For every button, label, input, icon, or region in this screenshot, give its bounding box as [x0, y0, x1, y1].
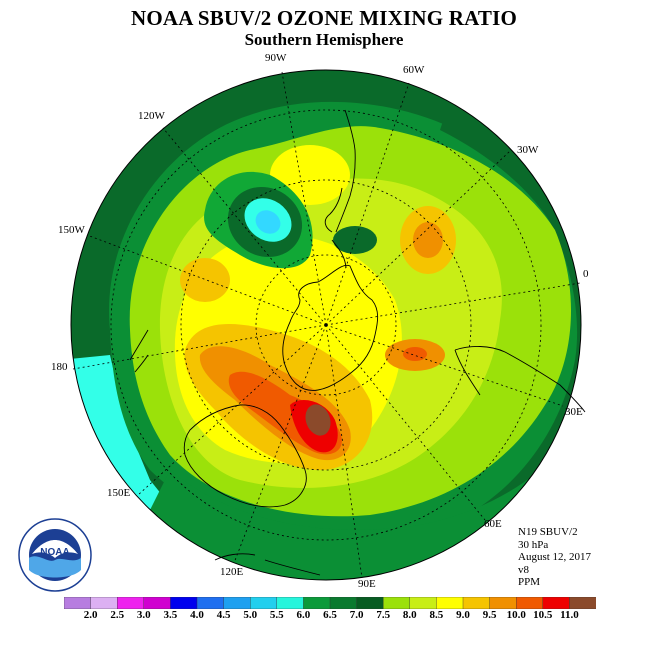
info-block: N19 SBUV/2 30 hPa August 12, 2017 v8 PPM	[518, 526, 591, 589]
lon-label-120w: 120W	[138, 110, 166, 122]
field-orange-patch-north	[413, 222, 443, 258]
colorbar-swatch	[303, 597, 331, 609]
field-red-patch-east	[403, 347, 427, 361]
lon-label-60e: 60E	[484, 518, 502, 530]
noaa-logo-text: NOAA	[40, 547, 69, 558]
lon-label-180: 180	[51, 361, 68, 373]
lon-label-150e: 150E	[107, 487, 131, 499]
colorbar-tick-label: 11.0	[560, 609, 579, 621]
noaa-logo: NOAA	[18, 518, 92, 592]
colorbar-tick-label: 7.5	[376, 609, 391, 621]
colorbar-swatch	[223, 597, 251, 609]
ozone-field	[71, 70, 581, 580]
meridian-60e	[325, 324, 486, 521]
field-gold-patch-west	[180, 258, 230, 302]
colorbar-swatch	[569, 597, 596, 609]
meridian-150e	[137, 324, 327, 496]
colorbar-swatch	[117, 597, 145, 609]
colorbar-labels: 2.0 2.5 3.0 3.5 4.0 4.5 5.0 5.5 6.0 6.5 7.0 7.5 8.0 8…	[0, 609, 648, 623]
colorbar-swatch	[90, 597, 118, 609]
colorbar-swatch	[409, 597, 438, 609]
colorbar-tick-label: 10.0	[506, 609, 526, 621]
colorbar-swatch	[356, 597, 384, 609]
colorbar-tick-label: 4.0	[190, 609, 204, 621]
colorbar-swatch	[64, 597, 92, 609]
colorbar-tick-label: 2.0	[83, 609, 98, 621]
field-dark-green-patch	[333, 226, 377, 254]
lon-label-30w: 30W	[517, 144, 539, 156]
colorbar-tick-label: 5.0	[243, 609, 258, 621]
colorbar-swatch	[170, 597, 198, 609]
south-america-coastline	[324, 109, 356, 233]
colorbar-tick-label: 3.5	[163, 609, 178, 621]
lon-label-0: 0	[583, 268, 589, 280]
info-date: August 12, 2017	[518, 551, 592, 563]
field-brown-maximum	[305, 404, 331, 436]
lon-label-30e: 30E	[565, 406, 583, 418]
islands-coastline	[214, 553, 321, 576]
lon-label-90w: 90W	[265, 52, 287, 64]
colorbar-swatch	[143, 597, 172, 609]
colorbar-tick-label: 6.0	[296, 609, 311, 621]
colorbar-tick-label: 10.5	[533, 609, 553, 621]
lon-label-120e: 120E	[220, 566, 244, 578]
lon-label-150w: 150W	[58, 224, 86, 236]
australia-coastline	[183, 404, 307, 508]
antarctica-coastline	[282, 264, 379, 391]
latitude-circle-1	[255, 254, 397, 396]
colorbar-tick-label: 8.0	[402, 609, 417, 621]
colorbar-tick-label: 5.5	[269, 609, 284, 621]
meridian-30w	[325, 150, 511, 326]
colorbar-swatch	[249, 597, 278, 609]
colorbar-swatch	[329, 597, 358, 609]
colorbar-swatch	[462, 597, 491, 609]
colorbar	[64, 597, 596, 609]
colorbar-swatch	[436, 597, 464, 609]
map-title: NOAA SBUV/2 OZONE MIXING RATIO	[131, 6, 517, 30]
graticule	[72, 71, 581, 579]
info-satellite: N19 SBUV/2	[518, 526, 578, 538]
latitude-circle-2	[180, 179, 472, 471]
africa-coastline	[454, 346, 586, 413]
colorbar-swatch	[196, 597, 225, 609]
field-green-band-northeast	[440, 100, 581, 280]
longitude-labels: 90W 60W 30W 0 30E 60E 90E 120E 150E 180 …	[51, 52, 589, 590]
colorbar-tick-label: 9.5	[482, 609, 497, 621]
colorbar-tick-label: 6.5	[323, 609, 337, 621]
colorbar-swatch	[516, 597, 544, 609]
info-version: v8	[518, 563, 529, 576]
colorbar-swatch	[489, 597, 517, 609]
colorbar-tick-label: 2.5	[110, 609, 125, 621]
coastlines	[129, 109, 586, 576]
map-subtitle: Southern Hemisphere	[244, 30, 404, 49]
latitude-circle-3	[110, 109, 542, 541]
field-blue-low-core	[255, 210, 281, 234]
info-level: 30 hPa	[518, 538, 549, 551]
lon-label-90e: 90E	[358, 578, 376, 590]
colorbar-tick-label: 7.0	[349, 609, 364, 621]
info-units: PPM	[518, 576, 541, 588]
antarctic-peninsula-coastline	[331, 239, 347, 269]
colorbar-tick-label: 3.0	[136, 609, 151, 621]
colorbar-tick-label: 8.5	[429, 609, 444, 621]
meridian-30e	[325, 324, 564, 407]
colorbar-swatch	[383, 597, 411, 609]
colorbar-swatch	[276, 597, 305, 609]
colorbar-tick-label: 4.5	[216, 609, 231, 621]
colorbar-swatch	[542, 597, 571, 609]
colorbar-tick-label: 9.0	[456, 609, 470, 621]
map-border	[70, 69, 582, 581]
lon-label-60w: 60W	[403, 64, 425, 76]
